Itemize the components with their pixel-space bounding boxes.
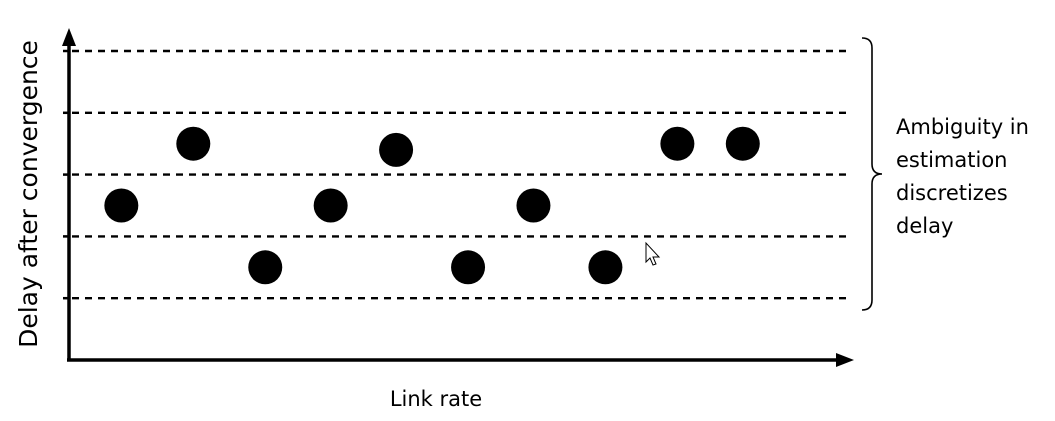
x-axis-label: Link rate <box>390 387 482 411</box>
gridlines <box>72 49 852 300</box>
data-point-1 <box>104 188 139 223</box>
data-point-5 <box>379 132 414 167</box>
annotation-line-2: estimation <box>896 148 1007 172</box>
mouse-cursor-icon <box>645 241 661 266</box>
curly-brace <box>861 37 883 311</box>
data-point-3 <box>248 250 283 285</box>
y-axis-label: Delay after convergence <box>14 40 43 348</box>
data-points <box>104 126 760 285</box>
data-point-9 <box>660 126 695 161</box>
y-axis-arrowhead <box>62 28 76 46</box>
data-point-8 <box>588 250 623 285</box>
annotation-line-1: Ambiguity in <box>896 115 1029 139</box>
x-axis-arrowhead <box>836 353 854 367</box>
data-point-2 <box>176 126 211 161</box>
annotation-line-3: discretizes <box>896 181 1008 205</box>
annotation-line-4: delay <box>896 214 953 238</box>
data-point-7 <box>516 188 551 223</box>
data-point-6 <box>451 250 486 285</box>
data-point-10 <box>725 126 760 161</box>
data-point-4 <box>313 188 348 223</box>
